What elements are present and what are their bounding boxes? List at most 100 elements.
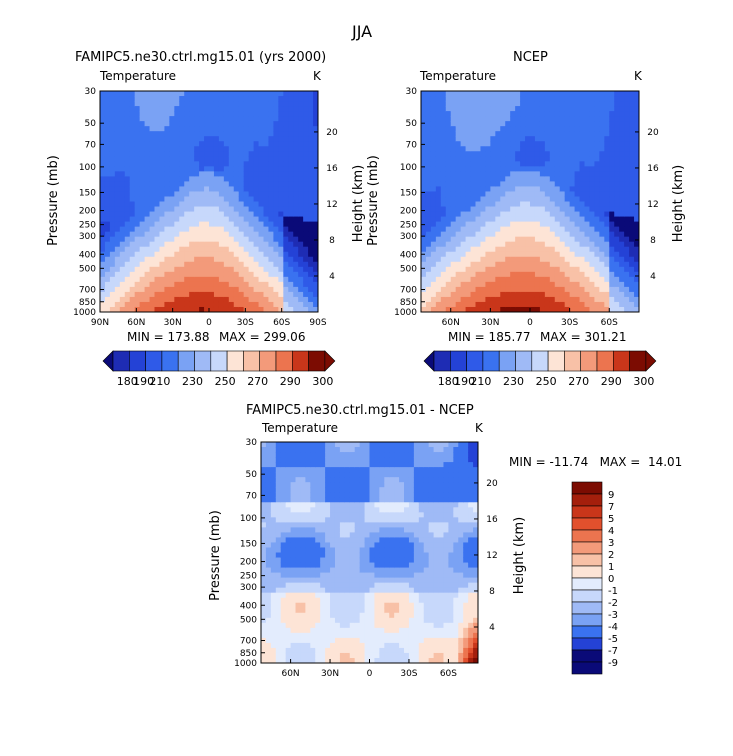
plot2-cell <box>599 151 605 157</box>
plot1-cell <box>134 211 141 218</box>
plot1-cell <box>298 256 304 263</box>
plot2-cell <box>574 141 581 147</box>
plot2-cell <box>619 261 625 268</box>
plot1-cell <box>139 241 146 248</box>
plot2-cell <box>460 91 467 97</box>
plot1-cell <box>159 286 165 293</box>
plot3-cell <box>310 577 316 584</box>
plot2-cell <box>445 261 452 268</box>
plot3-cell <box>359 647 366 654</box>
plot2-cell <box>475 106 482 112</box>
plot1-cell <box>233 201 240 208</box>
plot3-cell <box>300 557 306 564</box>
plot1-cell <box>288 301 294 308</box>
plot2-cell <box>480 221 486 228</box>
plot2-cell <box>634 101 639 107</box>
plot3-cell <box>339 517 346 523</box>
plot2-cell <box>609 211 615 218</box>
plot2-cell <box>549 231 556 238</box>
plot2-cell <box>425 136 432 142</box>
plot1-cell <box>258 286 265 293</box>
plot2-cell <box>604 116 610 122</box>
plot2-cell <box>614 266 620 273</box>
plot2-cell <box>534 276 541 283</box>
plot2-cell <box>515 306 521 312</box>
plot1-cell <box>169 276 175 283</box>
plot2-cell <box>515 131 521 137</box>
plot2-cell <box>530 226 536 233</box>
plot1-cell <box>119 296 126 303</box>
plot3-cell <box>339 557 346 564</box>
plot3-cell <box>265 572 272 579</box>
plot1-cell <box>100 156 106 162</box>
plot3-cell <box>344 587 351 594</box>
plot3-cell <box>359 512 366 518</box>
plot1-cell <box>303 211 309 218</box>
plot1-cell <box>238 251 245 258</box>
plot1-cell <box>194 131 200 137</box>
plot1-cell <box>273 161 279 167</box>
plot2-cell <box>445 231 452 238</box>
plot1-cell <box>189 91 195 97</box>
plot2-cell <box>470 121 477 127</box>
plot2-cell <box>579 246 586 253</box>
plot3-cell <box>300 457 306 463</box>
plot3-cell <box>285 507 292 513</box>
plot1-cell <box>218 286 225 293</box>
plot3-cell <box>270 562 277 569</box>
plot2-cell <box>445 141 452 147</box>
plot2-cell <box>629 301 635 308</box>
plot1-cell <box>149 286 156 293</box>
plot3-cell <box>265 472 272 478</box>
plot2-cell <box>445 116 452 122</box>
plot1-cell <box>114 191 121 198</box>
plot3-cell <box>305 582 311 589</box>
plot1-cell <box>109 181 116 188</box>
plot2-cell <box>564 156 571 162</box>
plot1-cell <box>159 241 165 248</box>
plot2-cell <box>554 226 561 233</box>
plot2-cell <box>490 146 496 152</box>
plot2-cell <box>624 206 630 213</box>
plot2-cell <box>619 131 625 137</box>
plot2-cell <box>495 96 501 102</box>
plot1-cell <box>199 131 205 137</box>
plot3-cell <box>295 507 302 513</box>
plot2-cell <box>569 171 576 177</box>
plot2-cell <box>450 101 457 107</box>
plot3-minmax-label: MIN = -11.74 MAX = 14.01 <box>509 455 683 469</box>
plot1-cell <box>273 206 279 213</box>
plot1-cell <box>119 206 126 213</box>
plot3-cell <box>320 517 326 523</box>
plot2-cell <box>619 226 625 233</box>
plot1-cell <box>159 301 165 308</box>
plot2-cell <box>515 271 521 278</box>
plot1-cell <box>204 206 210 213</box>
plot2-cell <box>609 176 615 183</box>
plot1-cell <box>189 301 195 308</box>
plot2-cell <box>440 191 447 198</box>
plot1-cell <box>268 126 274 132</box>
plot1-cell <box>308 211 314 218</box>
plot1-cell <box>184 166 190 172</box>
plot2-cell <box>594 96 600 102</box>
plot2-cell <box>510 196 516 203</box>
plot1-cell <box>233 296 240 303</box>
plot1-cell <box>114 141 121 147</box>
plot1-cell <box>258 226 265 233</box>
plot3-cell <box>359 562 366 569</box>
plot1-cell <box>174 151 180 157</box>
plot2-cell <box>569 216 576 223</box>
plot1-cell <box>298 286 304 293</box>
plot1-cell <box>159 111 165 117</box>
plot3-cell <box>290 532 297 539</box>
plot3-cell <box>261 512 267 518</box>
plot1-cell <box>209 171 215 177</box>
plot2-cell <box>614 121 620 127</box>
plot1-cell <box>199 146 205 152</box>
plot3-cell <box>369 482 376 488</box>
plot1-cell <box>109 296 116 303</box>
plot1-cell <box>293 176 299 183</box>
plot1-cell <box>199 306 205 312</box>
plot3-cell <box>339 657 346 663</box>
